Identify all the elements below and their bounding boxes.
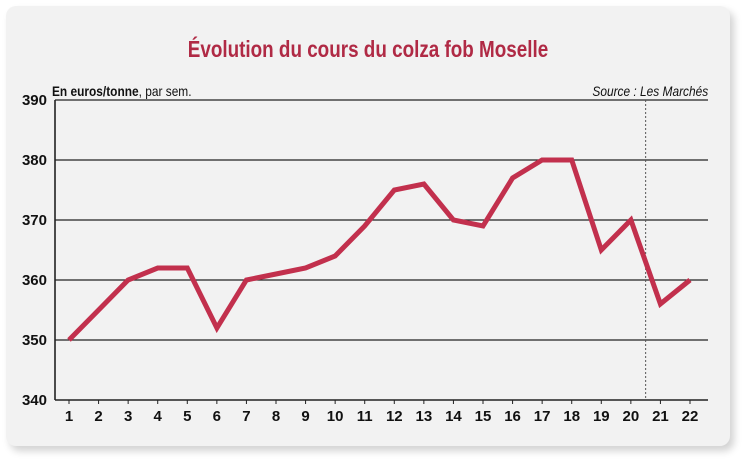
x-tick-label-22: 22 xyxy=(682,408,699,425)
x-tick-label-11: 11 xyxy=(357,408,373,425)
source-label: Source : Les Marchés xyxy=(592,83,708,99)
y-tick-label-360: 360 xyxy=(22,272,47,289)
x-tick-label-8: 8 xyxy=(272,408,280,425)
chart-title: Évolution du cours du colza fob Moselle xyxy=(187,36,549,62)
y-tick-label-380: 380 xyxy=(22,152,47,169)
x-tick-label-6: 6 xyxy=(213,408,221,425)
x-tick-label-13: 13 xyxy=(416,408,433,425)
unit-label: En euros/tonne, par sem. xyxy=(52,83,192,99)
x-tick-label-4: 4 xyxy=(154,408,163,425)
x-tick-label-15: 15 xyxy=(475,408,492,425)
x-tick-label-2: 2 xyxy=(94,408,102,425)
x-tick-label-9: 9 xyxy=(301,408,309,425)
x-tick-label-18: 18 xyxy=(563,408,580,425)
x-tick-label-14: 14 xyxy=(445,408,462,425)
x-tick-label-17: 17 xyxy=(534,408,551,425)
series-line-0 xyxy=(67,157,692,342)
x-tick-label-3: 3 xyxy=(124,408,132,425)
y-tick-label-340: 340 xyxy=(22,392,47,409)
x-tick-label-1: 1 xyxy=(65,408,73,425)
x-tick-label-12: 12 xyxy=(386,408,403,425)
x-tick-label-20: 20 xyxy=(623,408,640,425)
unit-label-rest: , par sem. xyxy=(138,83,192,99)
chart-panel: Évolution du cours du colza fob Moselle … xyxy=(6,6,730,446)
x-tick-label-19: 19 xyxy=(593,408,610,425)
y-tick-label-390: 390 xyxy=(22,92,47,109)
unit-label-bold: En euros/tonne xyxy=(52,83,139,99)
y-tick-label-350: 350 xyxy=(22,332,47,349)
x-tick-label-21: 21 xyxy=(652,408,669,425)
x-tick-label-16: 16 xyxy=(504,408,521,425)
x-tick-label-7: 7 xyxy=(242,408,250,425)
x-tick-label-10: 10 xyxy=(327,408,344,425)
x-tick-label-5: 5 xyxy=(183,408,191,425)
y-tick-label-370: 370 xyxy=(22,212,47,229)
